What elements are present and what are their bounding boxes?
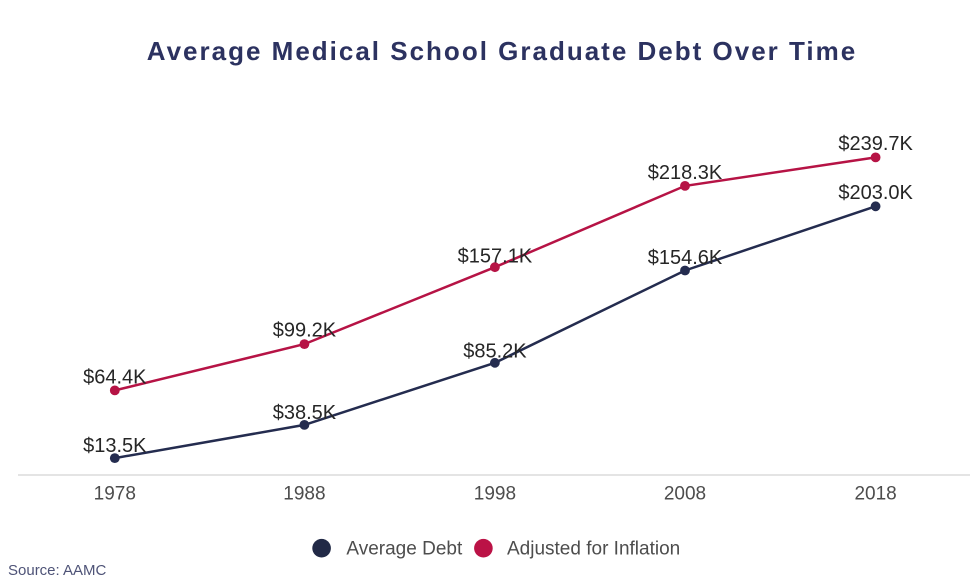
svg-text:2018: 2018	[854, 484, 896, 505]
svg-text:$85.2K: $85.2K	[463, 341, 527, 363]
svg-text:$38.5K: $38.5K	[273, 402, 337, 424]
svg-text:$218.3K: $218.3K	[648, 162, 723, 184]
svg-text:$157.1K: $157.1K	[458, 245, 533, 267]
svg-text:$64.4K: $64.4K	[83, 366, 147, 388]
svg-text:$99.2K: $99.2K	[273, 320, 337, 342]
svg-text:$239.7K: $239.7K	[838, 133, 913, 155]
svg-text:$13.5K: $13.5K	[83, 435, 147, 457]
svg-text:$203.0K: $203.0K	[838, 182, 913, 204]
svg-text:$154.6K: $154.6K	[648, 247, 723, 269]
svg-text:1998: 1998	[474, 484, 516, 505]
svg-text:1988: 1988	[283, 484, 325, 505]
svg-text:Adjusted for Inflation: Adjusted for Inflation	[507, 539, 680, 560]
svg-text:2008: 2008	[664, 484, 706, 505]
svg-text:1978: 1978	[94, 484, 136, 505]
svg-text:Average Debt: Average Debt	[346, 539, 463, 560]
svg-text:Average Medical School Graduat: Average Medical School Graduate Debt Ove…	[147, 36, 857, 66]
svg-text:Source: AAMC: Source: AAMC	[8, 562, 107, 579]
